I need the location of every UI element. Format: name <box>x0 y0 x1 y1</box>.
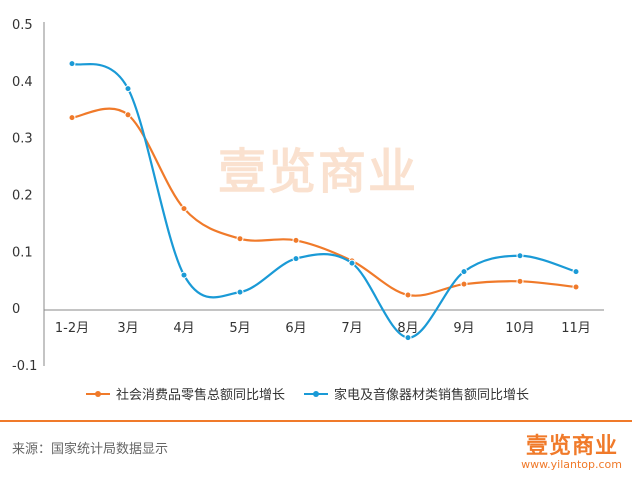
y-tick-label: 0 <box>12 302 20 317</box>
footer-divider <box>0 420 632 422</box>
source-note: 来源：国家统计局数据显示 <box>12 442 169 457</box>
brand-logo: 壹览商业 <box>525 434 618 459</box>
line-chart: 0.50.40.30.20.10-0.1 1-2月 3月 4月 5月 6月 7月 8月 9月 1… <box>12 18 604 403</box>
legend-label: 社会消费品零售总额同比增长 <box>116 387 285 403</box>
x-tick-label: 10月 <box>505 321 535 336</box>
data-point <box>68 114 76 122</box>
y-tick-label: 0.3 <box>12 132 33 147</box>
x-tick-label: 3月 <box>117 321 138 336</box>
x-tick-label: 9月 <box>453 321 474 336</box>
y-tick-label: 0.5 <box>12 18 33 33</box>
series-line-1 <box>71 62 577 339</box>
data-point <box>292 255 300 263</box>
x-tick-label: 6月 <box>285 321 306 336</box>
data-point <box>68 60 76 68</box>
data-point <box>516 277 524 285</box>
y-tick-label: 0.1 <box>12 245 33 260</box>
data-point <box>292 236 300 244</box>
legend-label: 家电及音像器材类销售额同比增长 <box>334 387 529 403</box>
data-point <box>572 268 580 276</box>
y-tick-label: 0.2 <box>12 189 33 204</box>
data-point <box>124 85 132 93</box>
legend-marker <box>313 391 319 397</box>
legend-marker <box>95 391 101 397</box>
series-group <box>68 60 580 342</box>
data-point <box>348 259 356 267</box>
x-tick-label: 4月 <box>173 321 194 336</box>
watermark-logo: 壹览商业 <box>218 144 419 200</box>
x-axis-ticks: 1-2月 3月 4月 5月 6月 7月 8月 9月 10月 11月 <box>55 321 591 336</box>
x-tick-label: 5月 <box>229 321 250 336</box>
data-point <box>180 205 188 213</box>
x-tick-label: 11月 <box>561 321 591 336</box>
legend: 社会消费品零售总额同比增长 家电及音像器材类销售额同比增长 <box>86 387 529 403</box>
data-point <box>460 280 468 288</box>
data-point <box>404 334 412 342</box>
x-tick-label: 1-2月 <box>55 321 89 336</box>
data-point <box>572 283 580 291</box>
data-point <box>180 271 188 279</box>
data-point <box>516 252 524 260</box>
brand-url: www.yilantop.com <box>521 458 622 471</box>
data-point <box>236 288 244 296</box>
x-tick-label: 8月 <box>397 321 418 336</box>
series-line-0 <box>71 107 577 297</box>
data-point <box>460 268 468 276</box>
y-tick-label: -0.1 <box>12 359 37 374</box>
data-point <box>124 111 132 119</box>
y-axis-ticks: 0.5 0.4 0.3 0.2 0.1 0 -0.1 <box>12 18 37 374</box>
data-point <box>236 235 244 243</box>
x-tick-label: 7月 <box>341 321 362 336</box>
y-tick-label: 0.4 <box>12 75 33 90</box>
data-point <box>404 291 412 299</box>
